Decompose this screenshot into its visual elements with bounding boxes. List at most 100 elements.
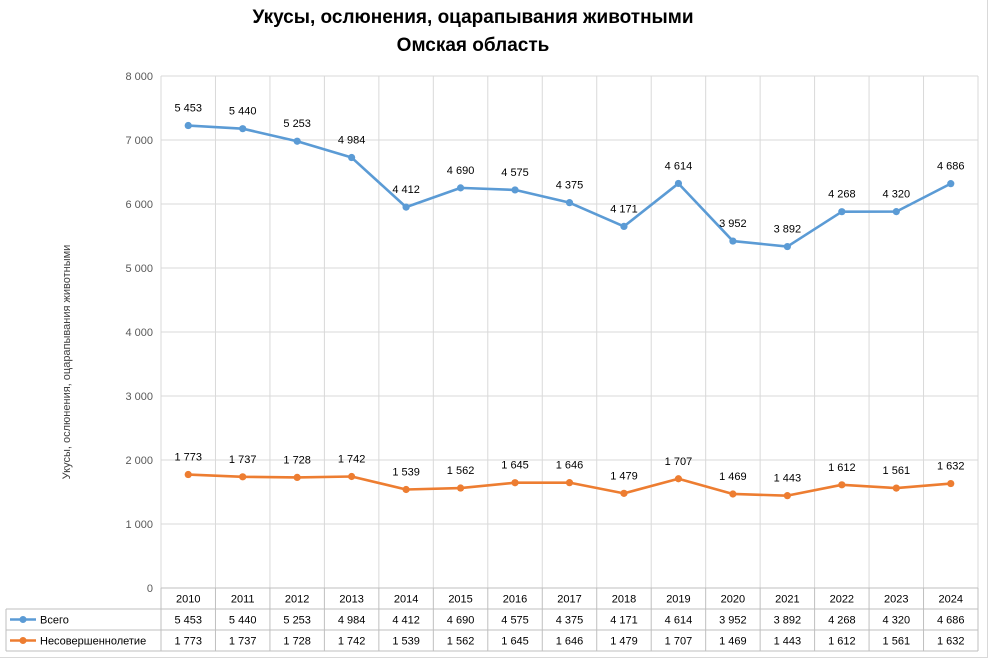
table-cell: 4 984 bbox=[338, 615, 366, 627]
series-points bbox=[184, 121, 955, 500]
data-point bbox=[293, 473, 301, 482]
table-cell: 1 469 bbox=[719, 636, 747, 648]
data-label: 3 952 bbox=[719, 218, 747, 230]
table-cell: 1 645 bbox=[501, 636, 529, 648]
data-point bbox=[184, 121, 192, 130]
x-tick-label: 2021 bbox=[775, 594, 799, 606]
y-tick-label: 2 000 bbox=[125, 455, 153, 467]
data-point bbox=[947, 180, 955, 188]
data-label: 1 646 bbox=[556, 460, 584, 472]
x-tick-label: 2022 bbox=[830, 594, 854, 606]
data-point bbox=[402, 485, 410, 494]
table-cell: 5 453 bbox=[174, 615, 202, 627]
y-tick-label: 7 000 bbox=[125, 135, 153, 147]
table-cell: 1 612 bbox=[828, 636, 856, 648]
data-point bbox=[674, 179, 683, 188]
data-point bbox=[184, 470, 192, 479]
data-label: 1 728 bbox=[283, 454, 311, 466]
chart-subtitle: Омская область bbox=[396, 35, 550, 56]
data-point bbox=[947, 479, 955, 488]
x-tick-label: 2024 bbox=[939, 594, 963, 606]
data-point bbox=[783, 492, 791, 500]
table-cell: 5 253 bbox=[283, 615, 311, 627]
table-cell: 1 562 bbox=[447, 636, 475, 648]
data-point bbox=[783, 242, 791, 251]
y-tick-label: 5 000 bbox=[125, 263, 153, 275]
table-cell: 4 171 bbox=[610, 615, 638, 627]
data-point bbox=[402, 203, 410, 211]
table-cell: 4 412 bbox=[392, 615, 420, 627]
data-label: 4 268 bbox=[828, 189, 856, 201]
table-cell: 1 742 bbox=[338, 636, 366, 648]
data-point bbox=[620, 489, 628, 497]
data-point bbox=[348, 472, 356, 481]
y-tick-label: 8 000 bbox=[125, 71, 153, 83]
data-point bbox=[838, 208, 846, 216]
legend-key-marker bbox=[19, 637, 27, 644]
x-tick-label: 2018 bbox=[612, 594, 636, 606]
y-tick-label: 4 000 bbox=[125, 327, 153, 339]
data-point bbox=[239, 473, 247, 481]
legend-key-marker bbox=[19, 616, 27, 623]
x-tick-label: 2013 bbox=[339, 594, 363, 606]
table-cell: 1 728 bbox=[283, 636, 311, 648]
gridlines bbox=[160, 75, 979, 588]
data-point bbox=[239, 125, 247, 133]
x-tick-label: 2017 bbox=[557, 594, 581, 606]
data-point bbox=[892, 208, 900, 216]
data-point bbox=[729, 237, 737, 245]
data-label: 4 984 bbox=[338, 135, 366, 147]
data-label: 1 443 bbox=[774, 473, 802, 485]
data-label: 5 440 bbox=[229, 106, 257, 118]
data-label: 1 742 bbox=[338, 454, 366, 466]
data-label: 4 412 bbox=[392, 184, 420, 196]
x-tick-label: 2015 bbox=[448, 594, 472, 606]
data-label: 4 375 bbox=[556, 180, 584, 192]
data-label: 1 479 bbox=[610, 470, 638, 482]
table-cell: 4 320 bbox=[883, 615, 911, 627]
data-point bbox=[674, 475, 683, 483]
data-point bbox=[456, 484, 465, 492]
data-label: 1 707 bbox=[665, 456, 693, 468]
x-tick-label: 2011 bbox=[231, 594, 255, 606]
table-cell: 1 539 bbox=[392, 636, 420, 648]
table-cell: 1 707 bbox=[665, 636, 693, 648]
table-cell: 1 479 bbox=[610, 636, 638, 648]
data-label: 5 253 bbox=[283, 118, 311, 130]
x-tick-label: 2010 bbox=[176, 594, 200, 606]
data-label: 4 575 bbox=[501, 167, 529, 179]
y-tick-label: 0 bbox=[147, 583, 153, 595]
table-cell: 4 375 bbox=[556, 615, 584, 627]
y-tick-label: 3 000 bbox=[125, 391, 153, 403]
data-label: 1 737 bbox=[229, 454, 257, 466]
y-tick-label: 6 000 bbox=[125, 199, 153, 211]
data-point bbox=[892, 484, 900, 492]
table-cell: 1 561 bbox=[883, 636, 911, 648]
data-point bbox=[348, 153, 356, 162]
data-point bbox=[511, 186, 519, 194]
data-label: 1 773 bbox=[174, 452, 202, 464]
data-table: 2010 2011 2012 2013 2014 2015 2016 2017 2018 2019… bbox=[5, 587, 979, 652]
data-label: 1 469 bbox=[719, 471, 747, 483]
y-tick-label: 1 000 bbox=[125, 519, 153, 531]
table-cell: 5 440 bbox=[229, 615, 257, 627]
data-point bbox=[729, 490, 737, 498]
data-label: 1 632 bbox=[937, 461, 965, 473]
x-tick-label: 2012 bbox=[285, 594, 309, 606]
data-label: 4 320 bbox=[883, 189, 911, 201]
data-label: 4 690 bbox=[447, 165, 475, 177]
data-label: 1 645 bbox=[501, 460, 529, 472]
table-cell: 4 614 bbox=[665, 615, 693, 627]
table-cell: 4 575 bbox=[501, 615, 529, 627]
data-label: 1 539 bbox=[392, 467, 420, 479]
table-cell: 3 952 bbox=[719, 615, 747, 627]
legend-series-name: Всего bbox=[40, 615, 69, 627]
data-label: 1 561 bbox=[883, 465, 911, 477]
table-cell: 1 773 bbox=[174, 636, 202, 648]
data-labels: 5 453 5 440 5 253 4 984 4 412 4 690 4 575 4 375… bbox=[174, 103, 964, 485]
data-label: 4 686 bbox=[937, 161, 965, 173]
data-point bbox=[565, 479, 574, 487]
legend-series-name: Несовершеннолетие bbox=[40, 636, 146, 648]
data-label: 4 171 bbox=[610, 203, 638, 215]
